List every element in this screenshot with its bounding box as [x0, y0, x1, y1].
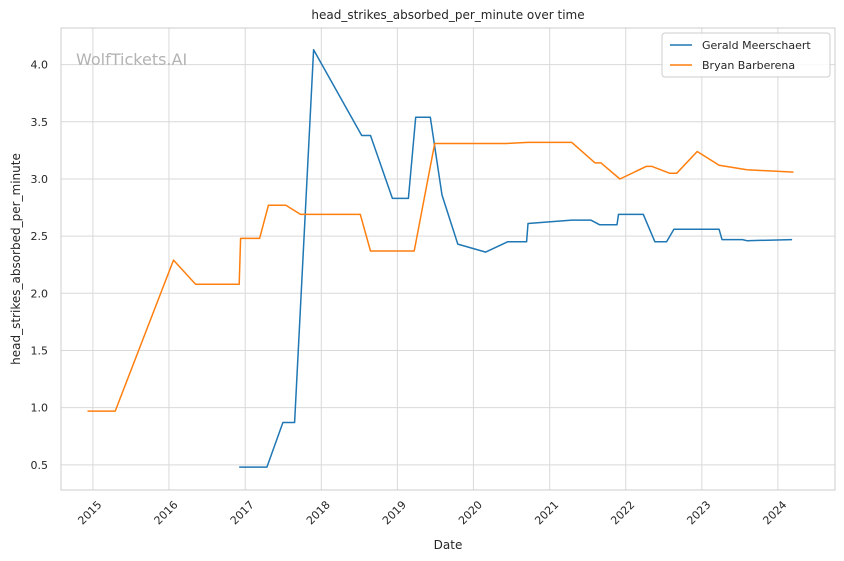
chart-title: head_strikes_absorbed_per_minute over ti… [311, 8, 584, 22]
y-tick-label: 3.0 [31, 173, 49, 186]
legend-label-gerald-meerschaert: Gerald Meerschaert [702, 39, 811, 52]
series-line-gerald-meerschaert [239, 48, 793, 468]
y-axis-title: head_strikes_absorbed_per_minute [9, 153, 23, 365]
x-axis-title: Date [434, 538, 463, 552]
plot-area-frame [60, 27, 836, 491]
grid [61, 28, 835, 490]
y-tick-label: 0.5 [31, 459, 49, 472]
y-tick-label: 2.0 [31, 287, 49, 300]
y-tick-label: 2.5 [31, 230, 49, 243]
y-tick-label: 1.5 [31, 344, 49, 357]
series-line-bryan-barberena [87, 141, 794, 412]
legend: Gerald Meerschaert Bryan Barberena [661, 32, 831, 78]
y-axis-ticks: 0.5 1.0 1.5 2.0 2.5 3.0 3.5 4.0 [31, 59, 49, 472]
series-lines [87, 48, 794, 468]
y-tick-label: 1.0 [31, 402, 49, 415]
legend-label-bryan-barberena: Bryan Barberena [702, 59, 795, 72]
y-tick-label: 4.0 [31, 59, 49, 72]
y-tick-label: 3.5 [31, 116, 49, 129]
watermark-text: WolfTickets.AI [76, 50, 187, 69]
legend-box [661, 32, 831, 78]
